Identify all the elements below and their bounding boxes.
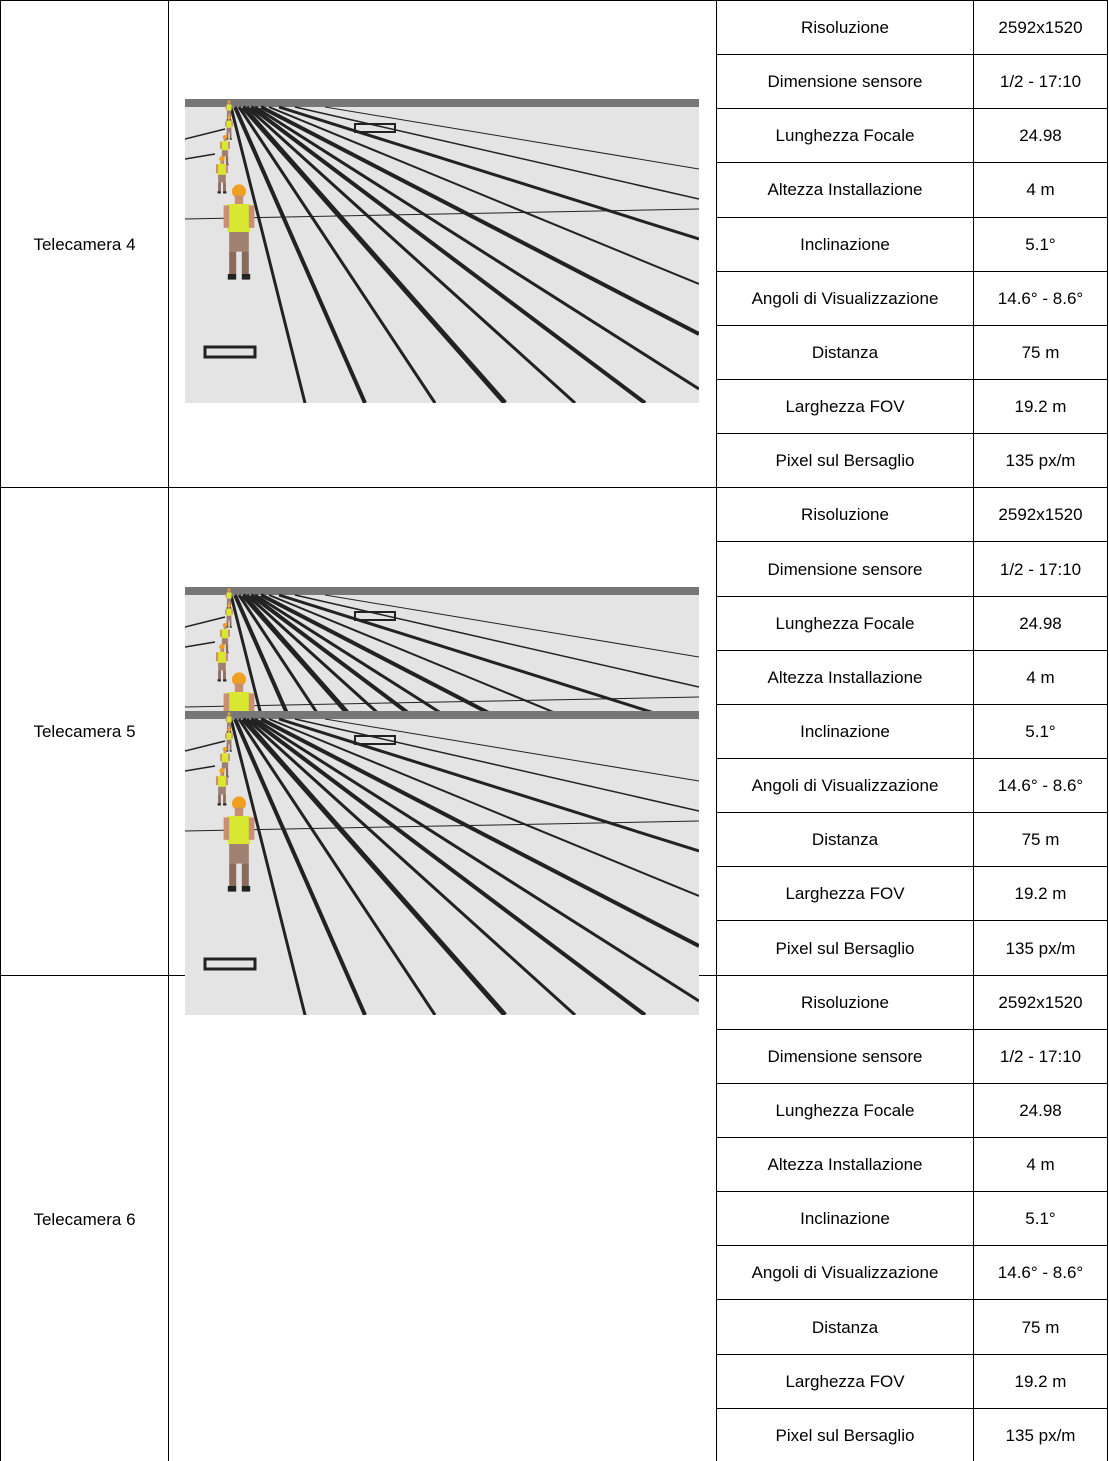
camera-name: Telecamera 5 [0, 487, 168, 976]
parameter-label: Altezza Installazione [716, 162, 973, 217]
parameter-label: Dimensione sensore [716, 54, 973, 109]
parameter-value: 2592x1520 [973, 487, 1108, 542]
parameter-value: 19.2 m [973, 1354, 1108, 1409]
parameter-value: 75 m [973, 325, 1108, 380]
parameter-label: Lunghezza Focale [716, 596, 973, 651]
parameter-label: Risoluzione [716, 0, 973, 55]
parameter-value: 19.2 m [973, 866, 1108, 921]
parameter-label: Distanza [716, 1299, 973, 1354]
parameter-value: 2592x1520 [973, 975, 1108, 1030]
scene-image [185, 711, 699, 1015]
parameter-value: 135 px/m [973, 1408, 1108, 1461]
parameter-label: Inclinazione [716, 1191, 973, 1246]
parameter-label: Lunghezza Focale [716, 1083, 973, 1138]
parameter-label: Pixel sul Bersaglio [716, 920, 973, 975]
parameter-label: Pixel sul Bersaglio [716, 1408, 973, 1461]
parameter-value: 19.2 m [973, 379, 1108, 434]
parameter-label: Angoli di Visualizzazione [716, 1245, 973, 1300]
parameter-label: Distanza [716, 325, 973, 380]
parameter-label: Angoli di Visualizzazione [716, 758, 973, 813]
parameter-label: Dimensione sensore [716, 1029, 973, 1084]
parameter-label: Risoluzione [716, 975, 973, 1030]
parameter-value: 24.98 [973, 1083, 1108, 1138]
parameter-value: 14.6° - 8.6° [973, 271, 1108, 326]
parameter-value: 4 m [973, 650, 1108, 705]
parameter-label: Altezza Installazione [716, 1137, 973, 1192]
parameter-label: Inclinazione [716, 217, 973, 272]
parameter-label: Distanza [716, 812, 973, 867]
camera-name: Telecamera 6 [0, 975, 168, 1461]
parameter-value: 135 px/m [973, 920, 1108, 975]
parameter-value: 24.98 [973, 108, 1108, 163]
parameter-value: 5.1° [973, 704, 1108, 759]
camera-name: Telecamera 4 [0, 0, 168, 489]
parameter-label: Larghezza FOV [716, 866, 973, 921]
parameter-value: 75 m [973, 1299, 1108, 1354]
scene-image [185, 99, 699, 403]
parameter-label: Lunghezza Focale [716, 108, 973, 163]
parameter-label: Pixel sul Bersaglio [716, 433, 973, 488]
parameter-label: Dimensione sensore [716, 541, 973, 596]
parameter-label: Larghezza FOV [716, 379, 973, 434]
parameter-value: 135 px/m [973, 433, 1108, 488]
document: Telecamera 4Risoluzione2592x1520Dimensio… [0, 0, 1109, 1461]
parameter-label: Angoli di Visualizzazione [716, 271, 973, 326]
parameter-value: 2592x1520 [973, 0, 1108, 55]
parameter-label: Risoluzione [716, 487, 973, 542]
parameter-value: 4 m [973, 162, 1108, 217]
camera-view [185, 99, 699, 403]
parameter-value: 1/2 - 17:10 [973, 541, 1108, 596]
parameter-value: 5.1° [973, 217, 1108, 272]
parameter-value: 5.1° [973, 1191, 1108, 1246]
camera-view [185, 711, 699, 1015]
parameter-value: 1/2 - 17:10 [973, 1029, 1108, 1084]
parameter-value: 4 m [973, 1137, 1108, 1192]
image-cell [168, 0, 716, 489]
parameter-value: 14.6° - 8.6° [973, 1245, 1108, 1300]
image-cell [168, 975, 716, 1461]
parameter-value: 75 m [973, 812, 1108, 867]
parameter-label: Inclinazione [716, 704, 973, 759]
parameter-label: Altezza Installazione [716, 650, 973, 705]
parameter-value: 14.6° - 8.6° [973, 758, 1108, 813]
parameter-value: 1/2 - 17:10 [973, 54, 1108, 109]
parameter-value: 24.98 [973, 596, 1108, 651]
parameter-label: Larghezza FOV [716, 1354, 973, 1409]
